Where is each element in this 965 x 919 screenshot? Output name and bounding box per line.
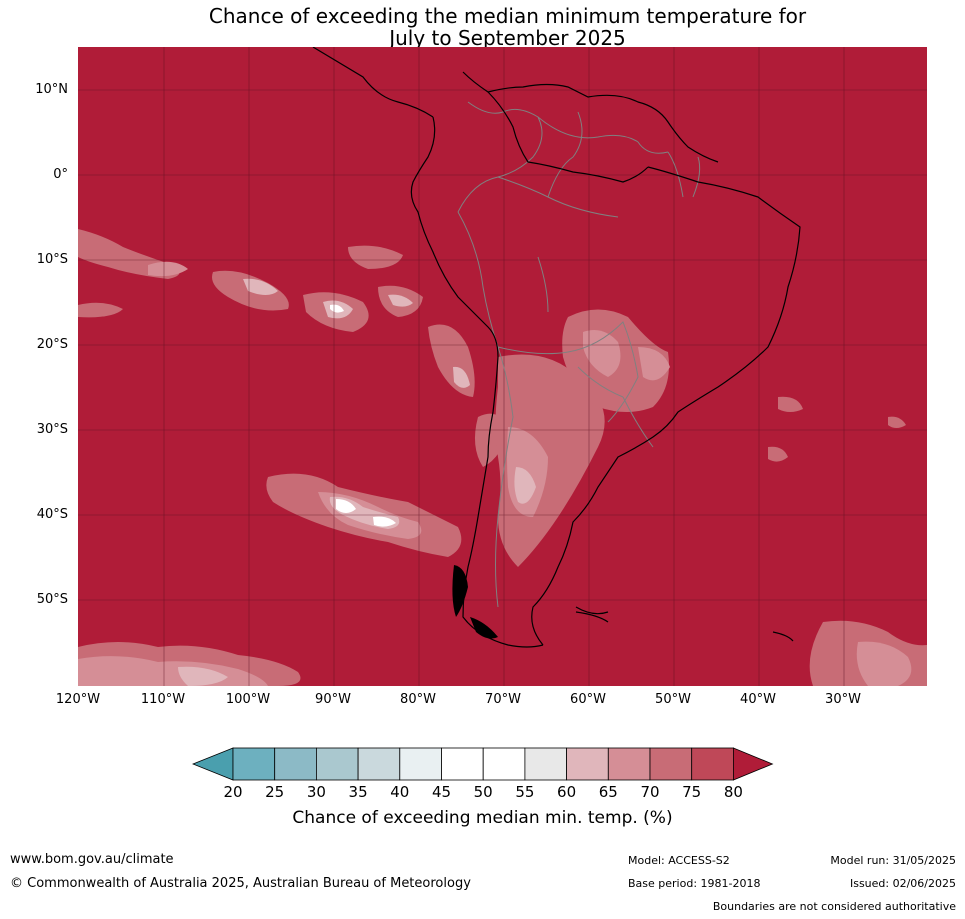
colorbar-swatch [607,747,651,781]
colorbar-tick-label: 75 [682,783,702,801]
colorbar-swatch [482,747,526,781]
lon-label: 110°W [140,692,186,707]
lat-label: 20°S [36,337,68,352]
graticule [78,47,927,686]
colorbar-swatch [357,747,401,781]
lon-label: 70°W [485,692,521,707]
colorbar-swatch [274,747,317,781]
colorbar-lower-extend [191,747,234,781]
lon-label: 120°W [55,692,101,707]
base-period: Base period: 1981-2018 [628,877,761,890]
colorbar-tick-label: 45 [431,783,452,801]
colorbar-swatch [316,747,359,781]
forecast-map [78,47,927,686]
lon-label: 80°W [400,692,436,707]
model-name: Model: ACCESS-S2 [628,854,730,867]
colorbar-tick-label: 35 [348,783,368,801]
colorbar-tick-label: 20 [223,783,243,801]
colorbar-swatch [691,747,734,781]
colorbar-tick-label: 80 [723,783,743,801]
lon-label: 50°W [655,692,691,707]
lon-label: 60°W [570,692,606,707]
colorbar-upper-extend [733,747,774,781]
colorbar-tick-label: 25 [265,783,285,801]
colorbar-tick-label: 65 [598,783,618,801]
colorbar-tick-label: 40 [390,783,410,801]
coastlines [312,47,801,648]
lon-label: 90°W [315,692,351,707]
colorbar-tick-label: 70 [640,783,660,801]
probability-patches [78,229,927,686]
title-line-2: July to September 2025 [389,26,626,50]
lon-label: 100°W [225,692,271,707]
country-borders [457,101,701,608]
lat-label: 10°S [36,252,68,267]
colorbar-swatch [566,747,609,781]
title-line-1: Chance of exceeding the median minimum t… [208,4,807,28]
colorbar-swatch [649,747,693,781]
colorbar-swatch [399,747,442,781]
colorbar-tick-label: 50 [473,783,493,801]
lat-label: 40°S [36,507,68,522]
colorbar [191,747,774,785]
disclaimer-text: Boundaries are not considered authoritat… [712,900,956,913]
lat-label: 30°S [36,422,68,437]
lon-label: 30°W [825,692,861,707]
colorbar-swatches [191,747,774,781]
colorbar-label: Chance of exceeding median min. temp. (%… [292,808,673,828]
lat-label: 10°N [35,82,68,97]
lat-label: 50°S [36,592,68,607]
lon-label: 40°W [740,692,776,707]
issued-date: Issued: 02/06/2025 [849,877,956,890]
website-link[interactable]: www.bom.gov.au/climate [10,852,174,867]
colorbar-swatch [524,747,567,781]
lat-label: 0° [53,167,68,182]
colorbar-swatch [441,747,484,781]
map-canvas [78,47,927,686]
colorbar-swatch [232,747,276,781]
colorbar-tick-label: 30 [306,783,326,801]
patagonia-islands [452,565,498,639]
colorbar-tick-label: 55 [515,783,535,801]
colorbar-tick-label: 60 [557,783,577,801]
copyright-text: © Commonwealth of Australia 2025, Austra… [10,876,471,891]
model-run-date: Model run: 31/05/2025 [830,854,956,867]
